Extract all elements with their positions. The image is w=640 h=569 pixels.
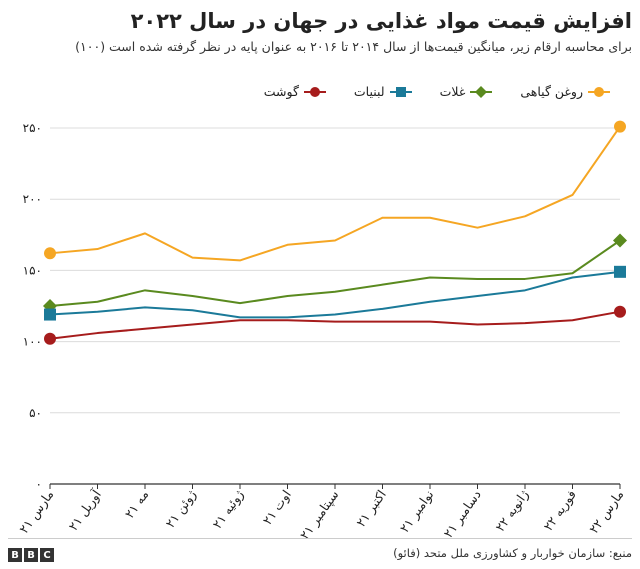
x-tick-label: ژانویه ۲۲ bbox=[492, 487, 532, 535]
legend-item: روغن گیاهی bbox=[520, 84, 612, 99]
legend-label: غلات bbox=[439, 84, 466, 99]
bbc-logo-letter: C bbox=[40, 548, 54, 562]
legend-item: غلات bbox=[440, 84, 495, 99]
series-line bbox=[49, 310, 621, 340]
legend-marker-icon bbox=[303, 86, 326, 97]
bbc-logo-letter: B bbox=[24, 548, 38, 562]
legend-label: روغن گیاهی bbox=[520, 84, 583, 99]
legend-marker-icon bbox=[470, 85, 493, 98]
legend-marker-icon bbox=[588, 86, 610, 97]
legend-item: گوشت bbox=[264, 84, 328, 99]
data-point-marker bbox=[614, 120, 626, 133]
chart-title: افزایش قیمت مواد غذایی در جهان در سال ۲۰… bbox=[130, 9, 632, 33]
x-tick-label: ژوئیه ۲۱ bbox=[209, 487, 247, 532]
x-tick-label: آوریل ۲۱ bbox=[65, 487, 105, 534]
y-tick-label: ۰ bbox=[36, 477, 42, 491]
y-tick-label: ۱۵۰ bbox=[23, 263, 42, 277]
legend-item: لبنیات bbox=[354, 84, 414, 99]
x-tick-label: دسامبر ۲۱ bbox=[440, 487, 484, 541]
data-point-marker bbox=[613, 233, 627, 248]
data-point-marker bbox=[44, 308, 56, 321]
x-tick-label: فوریه ۲۲ bbox=[540, 487, 580, 534]
x-tick-label: سپتامبر ۲۱ bbox=[297, 487, 343, 543]
legend-label: لبنیات bbox=[353, 84, 385, 99]
x-tick-label: نوامبر ۲۱ bbox=[397, 487, 438, 536]
source-note: منبع: سازمان خواربار و کشاورزی ملل متحد … bbox=[393, 546, 632, 560]
legend: روغن گیاهی غلات لبنیات گوشت bbox=[264, 84, 612, 99]
chart-subtitle: برای محاسبه ارقام زیر، میانگین قیمت‌ها ا… bbox=[75, 39, 632, 54]
bbc-logo-letter: B bbox=[8, 548, 22, 562]
data-point-marker bbox=[614, 265, 626, 278]
series-line bbox=[49, 270, 621, 319]
data-point-marker bbox=[44, 332, 56, 345]
series-line bbox=[49, 126, 621, 262]
data-point-marker bbox=[614, 305, 626, 318]
x-tick-label: مارس ۲۱ bbox=[16, 487, 57, 536]
y-tick-label: ۲۵۰ bbox=[23, 121, 42, 135]
x-tick-label: اوت ۲۱ bbox=[259, 487, 294, 528]
y-tick-label: ۲۰۰ bbox=[23, 192, 42, 206]
x-tick-label: مارس ۲۲ bbox=[586, 487, 627, 536]
bbc-logo: B B C bbox=[8, 548, 54, 562]
y-tick-label: ۵۰ bbox=[29, 406, 42, 420]
header: افزایش قیمت مواد غذایی در جهان در سال ۲۰… bbox=[8, 0, 632, 55]
series-line bbox=[49, 239, 621, 307]
legend-label: گوشت bbox=[263, 84, 299, 99]
data-point-marker bbox=[44, 247, 56, 260]
footer: B B C منبع: سازمان خواربار و کشاورزی ملل… bbox=[8, 538, 632, 569]
x-tick-label: مه ۲۱ bbox=[121, 487, 151, 521]
x-tick-label: ژوئن ۲۱ bbox=[162, 487, 199, 531]
legend-marker-icon bbox=[389, 86, 412, 97]
y-tick-label: ۱۰۰ bbox=[23, 335, 42, 349]
x-tick-label: اکتبر ۲۱ bbox=[353, 487, 390, 530]
